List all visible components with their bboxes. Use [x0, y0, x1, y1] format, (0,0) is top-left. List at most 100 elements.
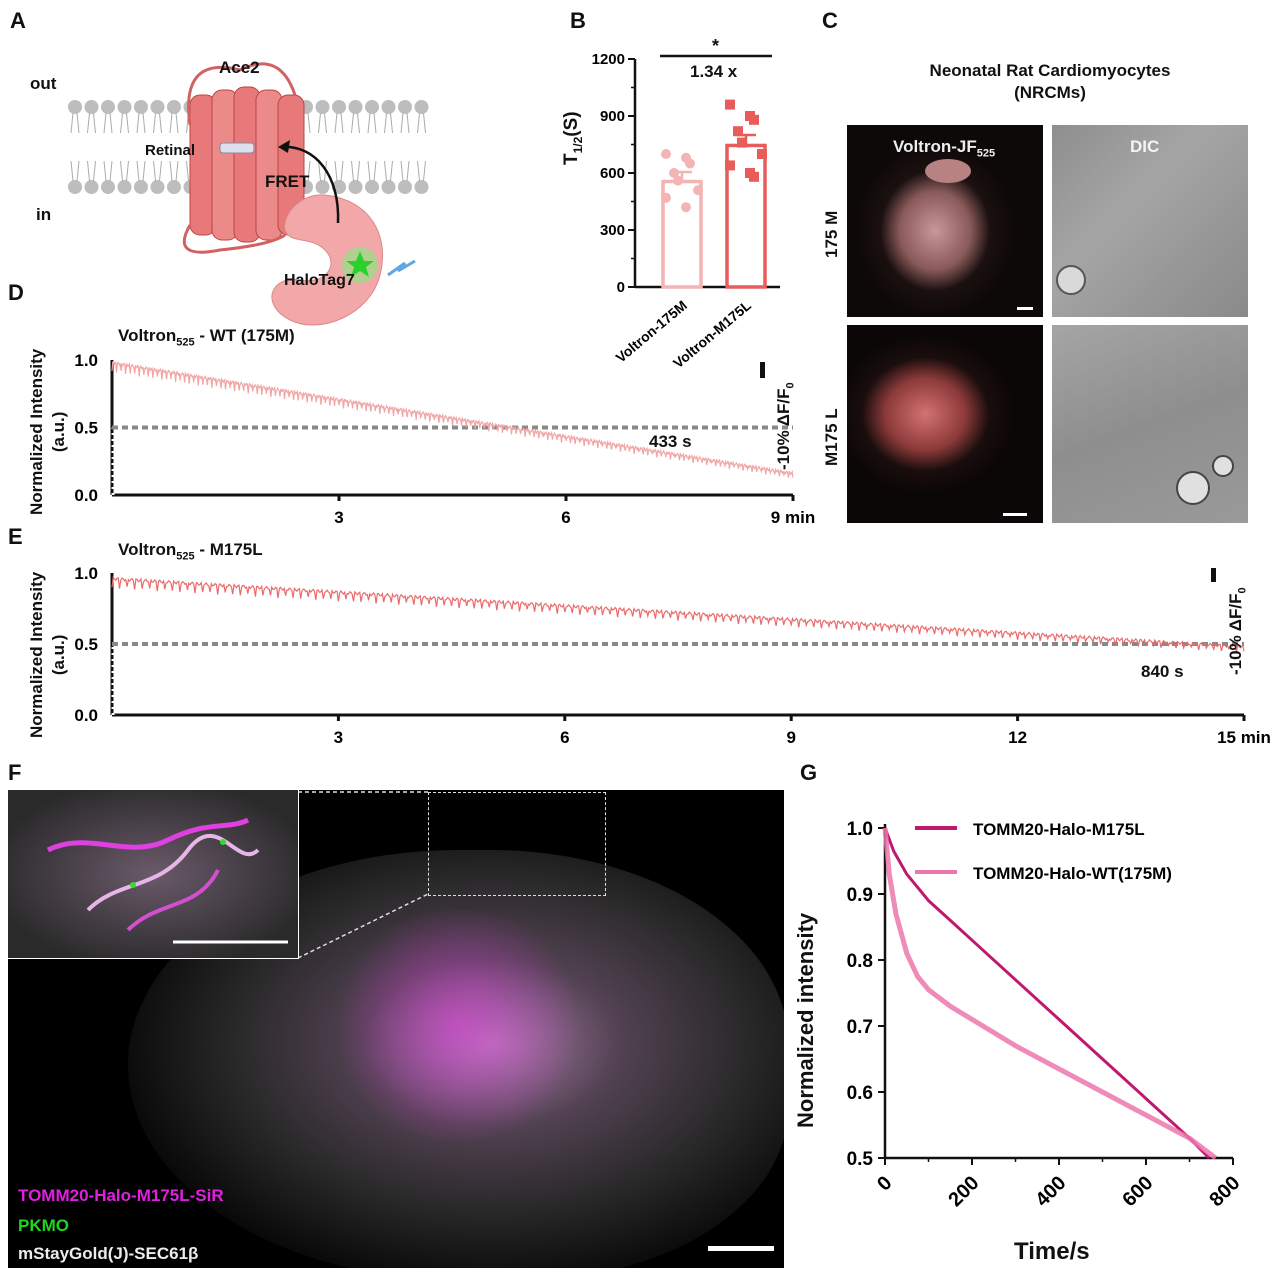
d-scale-bar — [760, 362, 765, 378]
b-data-point — [749, 171, 759, 182]
image-scale-bar — [708, 1246, 774, 1251]
halotag7-protein — [271, 194, 384, 326]
b-data-point — [725, 160, 735, 171]
d-title: Voltron525 - WT (175M) — [118, 326, 295, 349]
trace-x-tick-label: 3 — [334, 728, 343, 747]
f-legend-white: mStayGold(J)-SEC61β — [18, 1244, 199, 1263]
trace-line — [111, 575, 1245, 652]
g-legend-label: TOMM20-Halo-M175L — [973, 820, 1145, 839]
c-col1-label: Voltron-JF525 — [893, 137, 996, 160]
fret-arrow — [281, 145, 340, 224]
g-series-line — [882, 827, 1218, 1160]
trace-y-tick-label: 1.0 — [74, 564, 98, 583]
panel-label-d: D — [8, 280, 24, 305]
trace-line — [111, 361, 794, 478]
micrograph-175m-dic — [1052, 125, 1248, 317]
b-data-point — [681, 202, 691, 213]
b-ylabel: T1/2(S) — [561, 111, 585, 165]
b-data-point — [749, 114, 759, 125]
b-y-tick-label: 0 — [617, 279, 625, 296]
trace-x-tick-label: 6 — [560, 728, 569, 747]
g-y-tick-label: 0.7 — [847, 1017, 873, 1038]
micrograph-m175l-voltron — [847, 325, 1043, 523]
e-scale-label: -10% ΔF/F0 — [1226, 587, 1249, 675]
b-data-point — [673, 175, 683, 186]
b-data-point — [661, 192, 671, 203]
panel-label-a: A — [10, 8, 26, 33]
b-y-tick-label: 1200 — [592, 51, 625, 68]
panel-label-e: E — [8, 524, 23, 549]
trace-wt-175m: 3 6 9 min 0.0 0.5 1.0 — [74, 351, 815, 527]
trace-x-tick-label: 6 — [561, 508, 570, 527]
trace-y-tick-label: 0.0 — [74, 706, 98, 725]
mito-photobleaching-chart: 0.5 0.6 0.7 0.8 0.9 1.0 0 200 400 600 800 TOMM20-Ha… — [847, 819, 1245, 1211]
c-col2-label: DIC — [1130, 137, 1160, 156]
label-out: out — [30, 74, 57, 93]
f-legend-green: PKMO — [18, 1216, 69, 1235]
c-row1-label: 175 M — [822, 210, 841, 258]
label-fret: FRET — [265, 172, 310, 191]
trace-y-tick-label: 1.0 — [74, 351, 98, 370]
d-annotation: 433 s — [649, 432, 692, 451]
g-x-tick-label: 200 — [944, 1172, 983, 1211]
panel-label-b: B — [570, 8, 586, 33]
b-data-point — [725, 99, 735, 110]
panel-label-c: C — [822, 8, 838, 33]
g-y-tick-label: 1.0 — [847, 819, 873, 840]
ace2-rhodopsin — [182, 62, 305, 254]
trace-x-tick-label: 3 — [334, 508, 343, 527]
e-ylabel: Normalized Intensity (a.u.) — [27, 571, 68, 738]
b-data-point — [733, 126, 743, 137]
g-ylabel: Normalized intensity — [793, 912, 818, 1128]
b-data-point — [757, 149, 767, 159]
trace-y-tick-label: 0.5 — [74, 635, 98, 654]
label-in: in — [36, 205, 52, 224]
g-y-tick-label: 0.5 — [847, 1149, 874, 1170]
g-legend-label: TOMM20-Halo-WT(175M) — [973, 864, 1172, 883]
e-annotation: 840 s — [1141, 662, 1184, 681]
scale-bar — [1003, 513, 1027, 516]
micrograph-175m-voltron — [847, 125, 1043, 317]
f-legend-magenta: TOMM20-Halo-M175L-SiR — [18, 1186, 224, 1205]
zoom-inset — [8, 790, 299, 959]
trace-x-tick-label: 15 min — [1217, 728, 1271, 747]
b-y-tick-label: 300 — [600, 222, 625, 239]
g-series-line — [883, 827, 1211, 1160]
b-data-point — [693, 185, 703, 196]
g-y-tick-label: 0.6 — [847, 1083, 873, 1104]
b-fold-change: 1.34 x — [690, 62, 738, 81]
trace-x-tick-label: 9 — [786, 728, 795, 747]
b-data-point — [669, 168, 679, 178]
voltron-schematic — [68, 62, 429, 326]
light-flash-icon — [387, 259, 416, 277]
scale-bar — [1017, 307, 1033, 310]
zoom-region-box — [428, 792, 606, 896]
trace-x-tick-label: 9 min — [771, 508, 815, 527]
trace-x-tick-label: 12 — [1008, 728, 1027, 747]
fluorescence-image — [8, 790, 784, 1268]
label-ace2: Ace2 — [219, 58, 260, 77]
trace-y-tick-label: 0.5 — [74, 419, 98, 438]
label-halotag7: HaloTag7 — [284, 272, 355, 289]
trace-m175l: 3 6 9 12 15 min 0.0 0.5 1.0 — [74, 564, 1271, 747]
trace-y-tick-label: 0.0 — [74, 486, 98, 505]
b-data-point — [661, 149, 671, 159]
g-y-tick-label: 0.9 — [847, 885, 873, 906]
d-ylabel: Normalized Intensity (a.u.) — [27, 348, 68, 515]
b-y-tick-label: 600 — [600, 165, 625, 182]
b-data-point — [685, 158, 695, 169]
micrograph-m175l-dic — [1052, 325, 1248, 523]
dye-star-icon — [346, 251, 374, 277]
panel-label-g: G — [800, 760, 818, 785]
d-scale-label: -10% ΔF/F0 — [774, 382, 797, 470]
g-xlabel: Time/s — [1014, 1238, 1090, 1265]
e-title: Voltron525 - M175L — [118, 540, 263, 563]
g-x-tick-label: 400 — [1031, 1172, 1070, 1211]
label-retinal: Retinal — [145, 142, 196, 159]
b-y-tick-label: 900 — [600, 108, 625, 125]
g-y-tick-label: 0.8 — [847, 951, 873, 972]
g-x-tick-label: 800 — [1205, 1172, 1244, 1211]
panel-label-f: F — [8, 760, 22, 785]
e-scale-bar — [1211, 568, 1216, 582]
